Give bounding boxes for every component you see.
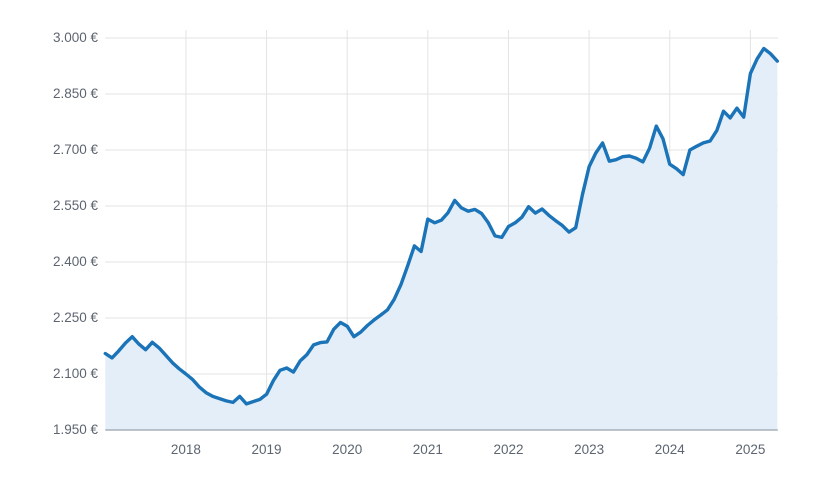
x-axis-tick: 2024 (654, 442, 685, 457)
x-axis-tick: 2025 (735, 442, 766, 457)
x-axis-tick: 2018 (170, 442, 201, 457)
x-axis-tick: 2023 (574, 442, 605, 457)
x-axis-tick: 2020 (332, 442, 363, 457)
y-axis-tick: 2.250 € (52, 310, 98, 325)
y-axis-tick: 2.700 € (52, 142, 98, 157)
x-axis-tick: 2019 (251, 442, 282, 457)
y-axis-tick: 2.850 € (52, 86, 98, 101)
y-axis-tick: 1.950 € (52, 422, 98, 437)
y-axis-tick: 2.100 € (52, 366, 98, 381)
y-axis-tick: 2.400 € (52, 254, 98, 269)
x-axis-tick: 2021 (412, 442, 443, 457)
y-axis-tick: 3.000 € (52, 30, 98, 45)
price-area-fill (105, 48, 778, 430)
price-line-series (103, 46, 779, 406)
y-axis-tick: 2.550 € (52, 198, 98, 213)
x-axis-tick: 2022 (493, 442, 524, 457)
